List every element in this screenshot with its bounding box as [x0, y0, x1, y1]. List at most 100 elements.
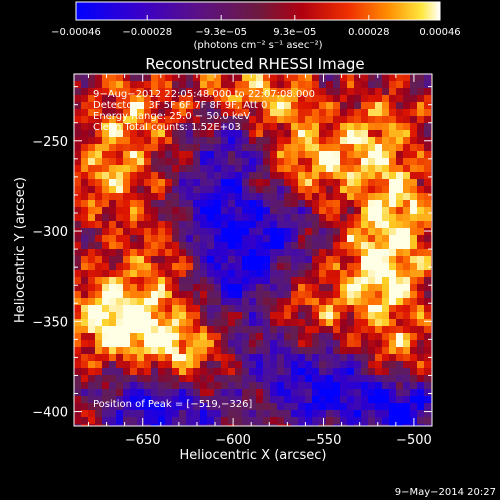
- heatmap-cell: [410, 347, 417, 354]
- heatmap-cell: [403, 200, 410, 207]
- heatmap-cell: [410, 256, 417, 263]
- heatmap-cell: [207, 172, 214, 179]
- heatmap-cell: [200, 354, 207, 361]
- heatmap-cell: [102, 326, 109, 333]
- heatmap-cell: [256, 179, 263, 186]
- heatmap-cell: [74, 207, 81, 214]
- heatmap-cell: [312, 417, 319, 424]
- heatmap-cell: [74, 172, 81, 179]
- heatmap-cell: [137, 116, 144, 123]
- heatmap-cell: [382, 74, 389, 81]
- heatmap-cell: [389, 340, 396, 347]
- heatmap-cell: [403, 242, 410, 249]
- heatmap-cell: [389, 347, 396, 354]
- heatmap-cell: [144, 137, 151, 144]
- heatmap-cell: [137, 270, 144, 277]
- heatmap-cell: [319, 88, 326, 95]
- heatmap-cell: [235, 158, 242, 165]
- heatmap-cell: [396, 417, 403, 424]
- heatmap-cell: [214, 319, 221, 326]
- heatmap-cell: [270, 340, 277, 347]
- heatmap-cell: [88, 354, 95, 361]
- heatmap-cell: [340, 242, 347, 249]
- heatmap-cell: [270, 389, 277, 396]
- heatmap-cell: [284, 319, 291, 326]
- heatmap-cell: [151, 333, 158, 340]
- heatmap-cell: [312, 424, 319, 426]
- heatmap-cell: [123, 312, 130, 319]
- heatmap-cell: [249, 305, 256, 312]
- heatmap-cell: [130, 235, 137, 242]
- heatmap-cell: [284, 333, 291, 340]
- heatmap-cell: [410, 270, 417, 277]
- heatmap-cell: [284, 382, 291, 389]
- heatmap-cell: [200, 319, 207, 326]
- heatmap-cell: [193, 123, 200, 130]
- heatmap-cell: [144, 340, 151, 347]
- heatmap-cell: [200, 151, 207, 158]
- heatmap-cell: [284, 417, 291, 424]
- heatmap-cell: [319, 158, 326, 165]
- heatmap-cell: [389, 361, 396, 368]
- heatmap-cell: [81, 298, 88, 305]
- heatmap-cell: [270, 228, 277, 235]
- heatmap-cell: [193, 186, 200, 193]
- heatmap-cell: [410, 137, 417, 144]
- heatmap-cell: [396, 74, 403, 81]
- heatmap-cell: [333, 389, 340, 396]
- heatmap-cell: [291, 137, 298, 144]
- heatmap-cell: [396, 319, 403, 326]
- heatmap-cell: [88, 200, 95, 207]
- heatmap-cell: [228, 389, 235, 396]
- heatmap-cell: [368, 109, 375, 116]
- heatmap-cell: [116, 137, 123, 144]
- heatmap-cell: [214, 340, 221, 347]
- heatmap-cell: [417, 354, 424, 361]
- heatmap-cell: [396, 242, 403, 249]
- heatmap-cell: [102, 270, 109, 277]
- heatmap-cell: [109, 193, 116, 200]
- heatmap-cell: [347, 158, 354, 165]
- heatmap-cell: [88, 249, 95, 256]
- heatmap-cell: [291, 158, 298, 165]
- heatmap-cell: [179, 354, 186, 361]
- heatmap-cell: [95, 305, 102, 312]
- heatmap-cell: [382, 172, 389, 179]
- heatmap-cell: [179, 193, 186, 200]
- heatmap-cell: [123, 158, 130, 165]
- heatmap-cell: [270, 123, 277, 130]
- heatmap-cell: [305, 354, 312, 361]
- heatmap-cell: [81, 179, 88, 186]
- heatmap-cell: [298, 410, 305, 417]
- heatmap-cell: [403, 424, 410, 426]
- heatmap-cell: [144, 375, 151, 382]
- heatmap-cell: [214, 312, 221, 319]
- heatmap-cell: [375, 305, 382, 312]
- heatmap-cell: [263, 326, 270, 333]
- heatmap-cell: [74, 214, 81, 221]
- heatmap-cell: [81, 333, 88, 340]
- heatmap-cell: [235, 347, 242, 354]
- heatmap-cell: [214, 186, 221, 193]
- heatmap-cell: [263, 186, 270, 193]
- heatmap-cell: [95, 361, 102, 368]
- heatmap-cell: [368, 312, 375, 319]
- heatmap-cell: [375, 389, 382, 396]
- heatmap-cell: [74, 312, 81, 319]
- heatmap-cell: [417, 130, 424, 137]
- heatmap-cell: [326, 396, 333, 403]
- heatmap-cell: [95, 95, 102, 102]
- heatmap-cell: [102, 354, 109, 361]
- heatmap-cell: [88, 242, 95, 249]
- heatmap-cell: [172, 333, 179, 340]
- heatmap-cell: [256, 74, 263, 81]
- heatmap-cell: [389, 186, 396, 193]
- heatmap-cell: [396, 410, 403, 417]
- heatmap-cell: [109, 158, 116, 165]
- heatmap-cell: [319, 109, 326, 116]
- heatmap-cell: [228, 270, 235, 277]
- heatmap-cell: [291, 172, 298, 179]
- heatmap-cell: [81, 193, 88, 200]
- heatmap-cell: [193, 263, 200, 270]
- heatmap-cell: [214, 256, 221, 263]
